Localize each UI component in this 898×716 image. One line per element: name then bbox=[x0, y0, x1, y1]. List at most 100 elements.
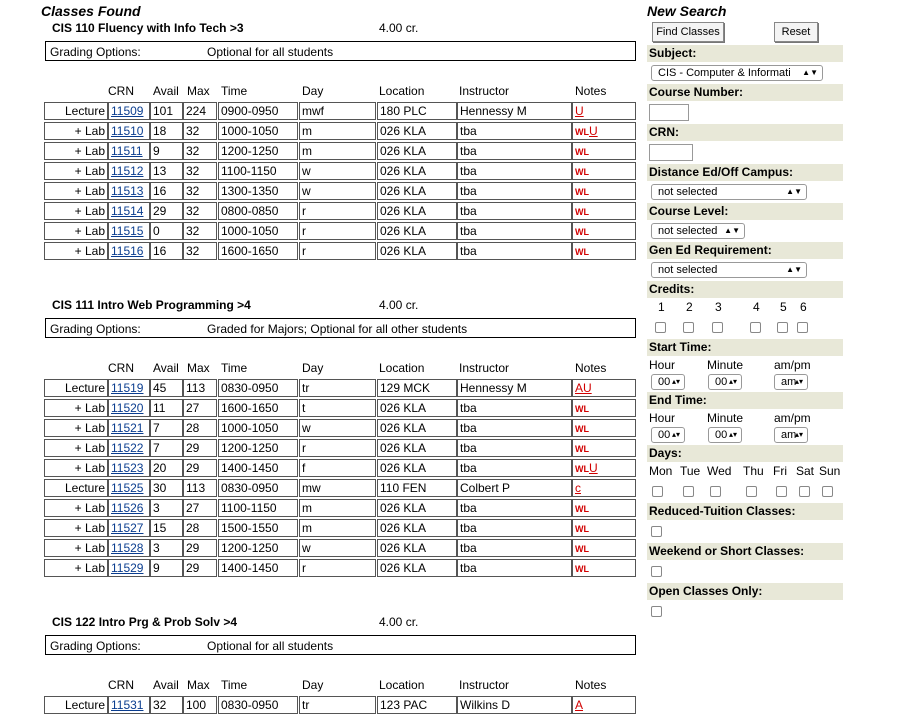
day-checkbox[interactable] bbox=[746, 486, 757, 497]
course-number-input[interactable] bbox=[649, 104, 689, 121]
crn-link[interactable]: 11510 bbox=[111, 124, 144, 138]
credits-checkbox[interactable] bbox=[655, 322, 666, 333]
cell-crn[interactable]: 11528 bbox=[108, 539, 150, 557]
start-ampm-select[interactable]: am ▴▾ bbox=[774, 374, 808, 390]
reduced-tuition-label: Reduced-Tuition Classes: bbox=[647, 503, 843, 520]
credits-checkbox[interactable] bbox=[750, 322, 761, 333]
note-link[interactable]: AU bbox=[575, 381, 592, 395]
course-level-select[interactable]: not selected ▲▼ bbox=[651, 223, 745, 239]
day-checkbox[interactable] bbox=[776, 486, 787, 497]
cell-max: 100 bbox=[183, 696, 217, 714]
waitlist-note[interactable]: WL bbox=[575, 147, 589, 157]
cell-crn[interactable]: 11509 bbox=[108, 102, 150, 120]
crn-link[interactable]: 11519 bbox=[111, 381, 144, 395]
cell-day: w bbox=[299, 419, 376, 437]
crn-link[interactable]: 11528 bbox=[111, 541, 144, 555]
cell-crn[interactable]: 11514 bbox=[108, 202, 150, 220]
column-header-location: Location bbox=[379, 84, 425, 98]
cell-notes: WL bbox=[572, 242, 636, 260]
start-minute-select[interactable]: 00 ▴▾ bbox=[708, 374, 742, 390]
credits-checkbox[interactable] bbox=[777, 322, 788, 333]
cell-crn[interactable]: 11523 bbox=[108, 459, 150, 477]
crn-link[interactable]: 11527 bbox=[111, 521, 144, 535]
cell-crn[interactable]: 11513 bbox=[108, 182, 150, 200]
cell-crn[interactable]: 11520 bbox=[108, 399, 150, 417]
waitlist-note[interactable]: WL bbox=[575, 564, 589, 574]
crn-link[interactable]: 11526 bbox=[111, 501, 144, 515]
reduced-tuition-checkbox[interactable] bbox=[651, 526, 662, 537]
waitlist-note[interactable]: WL bbox=[575, 404, 589, 414]
note-link[interactable]: U bbox=[589, 461, 598, 475]
note-link[interactable]: U bbox=[575, 104, 584, 118]
waitlist-note[interactable]: WL bbox=[575, 127, 589, 137]
cell-crn[interactable]: 11527 bbox=[108, 519, 150, 537]
day-checkbox[interactable] bbox=[683, 486, 694, 497]
find-classes-button[interactable]: Find Classes bbox=[652, 22, 724, 42]
note-link[interactable]: U bbox=[589, 124, 598, 138]
waitlist-note[interactable]: WL bbox=[575, 424, 589, 434]
waitlist-note[interactable]: WL bbox=[575, 207, 589, 217]
distance-select[interactable]: not selected ▲▼ bbox=[651, 184, 807, 200]
subject-select[interactable]: CIS - Computer & Informati ▲▼ bbox=[651, 65, 823, 81]
crn-link[interactable]: 11514 bbox=[111, 204, 144, 218]
note-link[interactable]: c bbox=[575, 481, 581, 495]
cell-notes: WLU bbox=[572, 122, 636, 140]
crn-link[interactable]: 11515 bbox=[111, 224, 144, 238]
waitlist-note[interactable]: WL bbox=[575, 187, 589, 197]
open-classes-checkbox[interactable] bbox=[651, 606, 662, 617]
waitlist-note[interactable]: WL bbox=[575, 444, 589, 454]
grading-options-box: Grading Options: Graded for Majors; Optio… bbox=[45, 318, 636, 338]
waitlist-note[interactable]: WL bbox=[575, 227, 589, 237]
crn-link[interactable]: 11509 bbox=[111, 104, 144, 118]
cell-crn[interactable]: 11515 bbox=[108, 222, 150, 240]
waitlist-note[interactable]: WL bbox=[575, 504, 589, 514]
credits-checkbox[interactable] bbox=[712, 322, 723, 333]
crn-link[interactable]: 11531 bbox=[111, 698, 144, 712]
cell-max: 29 bbox=[183, 459, 217, 477]
waitlist-note[interactable]: WL bbox=[575, 524, 589, 534]
day-checkbox[interactable] bbox=[822, 486, 833, 497]
note-link[interactable]: A bbox=[575, 698, 584, 712]
waitlist-note[interactable]: WL bbox=[575, 544, 589, 554]
crn-link[interactable]: 11525 bbox=[111, 481, 144, 495]
cell-crn[interactable]: 11512 bbox=[108, 162, 150, 180]
day-checkbox[interactable] bbox=[799, 486, 810, 497]
cell-crn[interactable]: 11521 bbox=[108, 419, 150, 437]
start-hour-select[interactable]: 00 ▴▾ bbox=[651, 374, 685, 390]
waitlist-note[interactable]: WL bbox=[575, 167, 589, 177]
cell-crn[interactable]: 11526 bbox=[108, 499, 150, 517]
cell-crn[interactable]: 11529 bbox=[108, 559, 150, 577]
end-minute-select[interactable]: 00 ▴▾ bbox=[708, 427, 742, 443]
crn-link[interactable]: 11522 bbox=[111, 441, 144, 455]
gen-ed-select[interactable]: not selected ▲▼ bbox=[651, 262, 807, 278]
cell-crn[interactable]: 11510 bbox=[108, 122, 150, 140]
end-hour-select[interactable]: 00 ▴▾ bbox=[651, 427, 685, 443]
crn-link[interactable]: 11521 bbox=[111, 421, 144, 435]
cell-time: 1200-1250 bbox=[218, 539, 298, 557]
reset-button[interactable]: Reset bbox=[774, 22, 818, 42]
waitlist-note[interactable]: WL bbox=[575, 464, 589, 474]
crn-input[interactable] bbox=[649, 144, 693, 161]
cell-crn[interactable]: 11525 bbox=[108, 479, 150, 497]
crn-link[interactable]: 11512 bbox=[111, 164, 144, 178]
cell-crn[interactable]: 11516 bbox=[108, 242, 150, 260]
column-header-avail: Avail bbox=[153, 678, 179, 692]
credits-option-label: 3 bbox=[715, 300, 722, 314]
credits-checkbox[interactable] bbox=[683, 322, 694, 333]
day-checkbox[interactable] bbox=[710, 486, 721, 497]
cell-crn[interactable]: 11519 bbox=[108, 379, 150, 397]
end-ampm-select[interactable]: am ▴▾ bbox=[774, 427, 808, 443]
cell-crn[interactable]: 11522 bbox=[108, 439, 150, 457]
day-checkbox[interactable] bbox=[652, 486, 663, 497]
crn-link[interactable]: 11516 bbox=[111, 244, 144, 258]
crn-link[interactable]: 11511 bbox=[111, 144, 143, 158]
cell-crn[interactable]: 11531 bbox=[108, 696, 150, 714]
crn-link[interactable]: 11529 bbox=[111, 561, 144, 575]
crn-link[interactable]: 11520 bbox=[111, 401, 144, 415]
cell-crn[interactable]: 11511 bbox=[108, 142, 150, 160]
credits-checkbox[interactable] bbox=[797, 322, 808, 333]
waitlist-note[interactable]: WL bbox=[575, 247, 589, 257]
crn-link[interactable]: 11523 bbox=[111, 461, 144, 475]
crn-link[interactable]: 11513 bbox=[111, 184, 144, 198]
weekend-checkbox[interactable] bbox=[651, 566, 662, 577]
